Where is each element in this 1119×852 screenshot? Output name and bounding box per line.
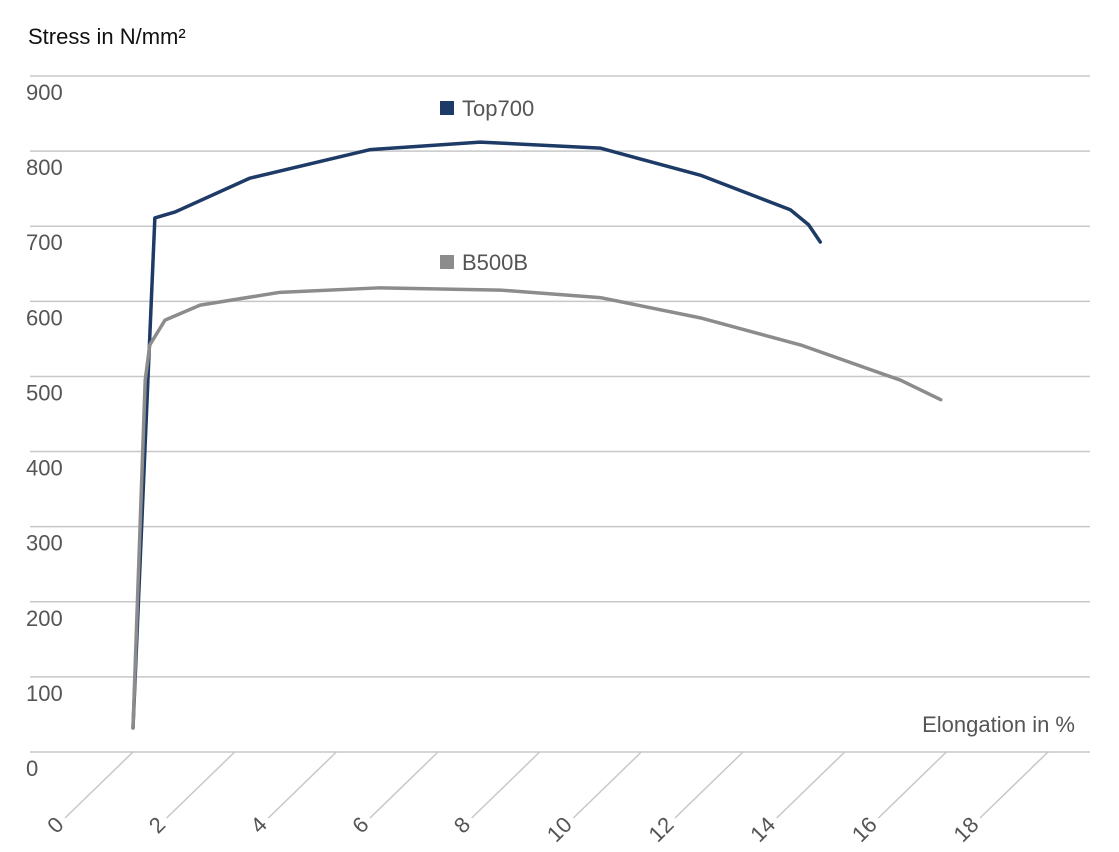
x-tick-mark (877, 751, 947, 819)
y-tick-label: 800 (26, 155, 63, 180)
legend-swatch (440, 255, 454, 269)
x-tick-mark (572, 751, 642, 819)
x-tick-mark (369, 751, 439, 819)
x-tick-mark (979, 751, 1049, 819)
x-tick-mark (776, 751, 846, 819)
y-tick-label: 400 (26, 456, 63, 481)
series-line (131, 140, 823, 730)
y-tick-label: 700 (26, 230, 63, 255)
y-tick-label: 600 (26, 305, 63, 330)
x-tick-label: 14 (745, 812, 780, 847)
x-tick-label: 10 (542, 812, 577, 847)
y-tick-label: 100 (26, 681, 63, 706)
x-tick-mark (267, 751, 337, 819)
legend-label: B500B (462, 250, 528, 275)
series-line (131, 286, 943, 730)
x-tick-label: 18 (949, 812, 984, 847)
x-tick-label: 8 (449, 812, 475, 838)
x-tick-label: 0 (42, 812, 68, 838)
y-tick-label: 0 (26, 756, 38, 781)
x-axis-label: Elongation in % (922, 712, 1075, 737)
x-tick-mark (166, 751, 236, 819)
x-tick-label: 6 (347, 812, 373, 838)
y-tick-label: 900 (26, 80, 63, 105)
y-tick-label: 200 (26, 606, 63, 631)
x-tick-mark (471, 751, 541, 819)
x-tick-label: 2 (144, 812, 170, 838)
legend-swatch (440, 101, 454, 115)
x-tick-mark (674, 751, 744, 819)
y-axis-label: Stress in N/mm² (28, 24, 186, 49)
x-tick-mark (64, 751, 134, 819)
x-tick-label: 12 (644, 812, 679, 847)
x-tick-label: 4 (246, 812, 272, 838)
y-tick-label: 300 (26, 531, 63, 556)
legend-label: Top700 (462, 96, 534, 121)
x-tick-label: 16 (847, 812, 882, 847)
y-tick-label: 500 (26, 380, 63, 405)
